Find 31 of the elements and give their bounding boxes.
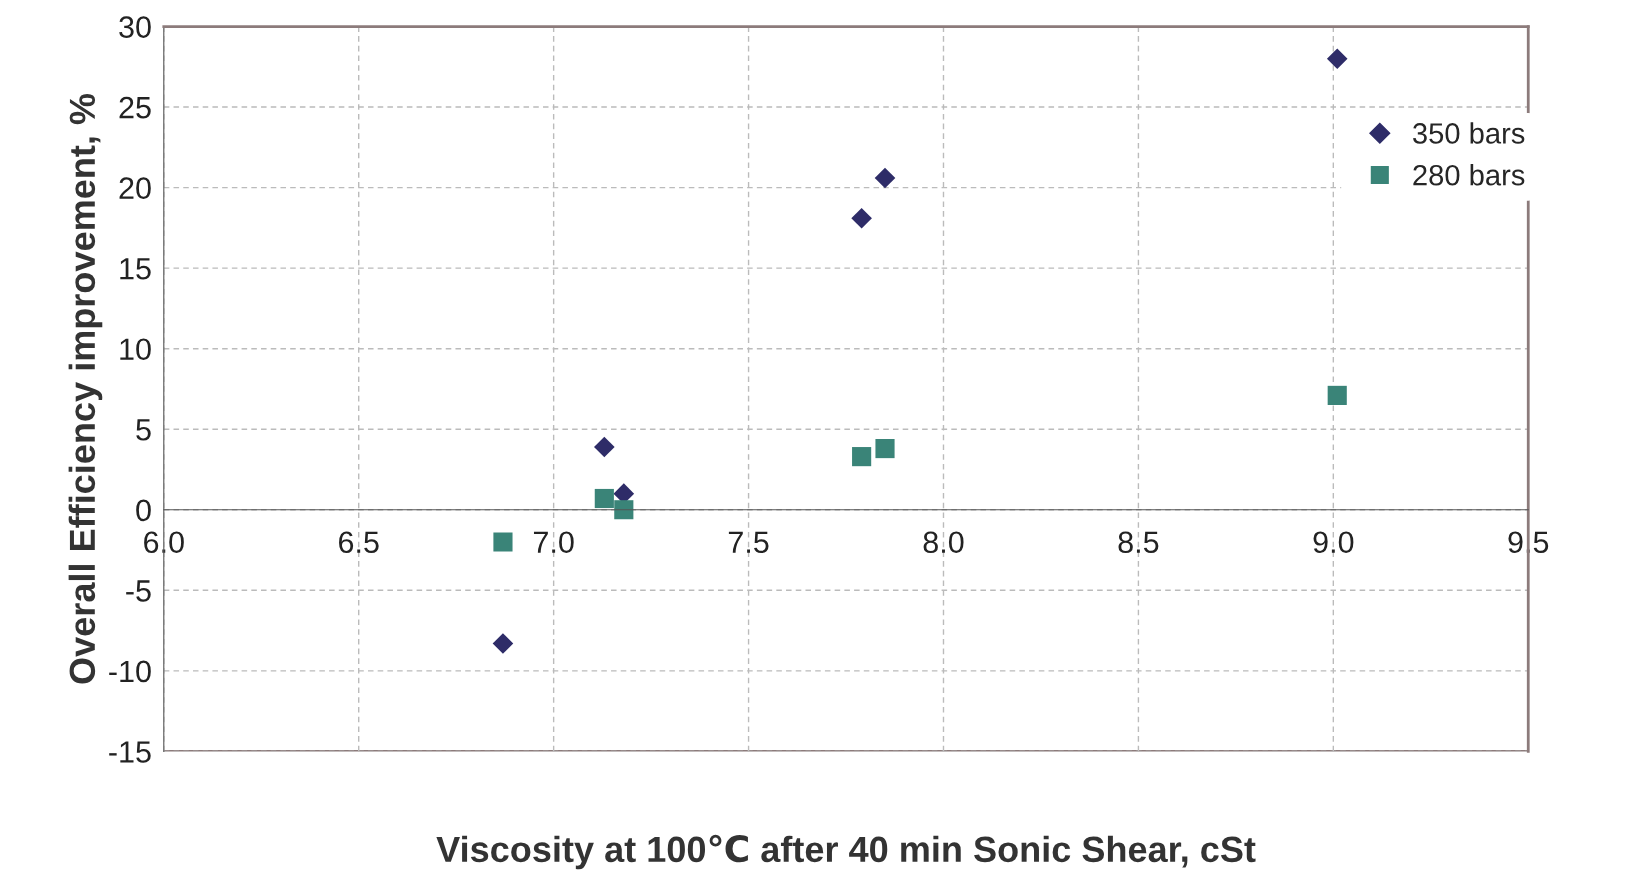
point	[1327, 385, 1347, 405]
x-tick-label: 7.5	[728, 531, 769, 554]
x-tick-label: 8.0	[923, 531, 964, 554]
point	[493, 532, 513, 552]
point	[594, 488, 614, 509]
point	[594, 436, 615, 458]
point	[851, 207, 872, 229]
legend-label: 280 bars	[1413, 164, 1525, 186]
y-tick-label: 15	[120, 258, 151, 280]
y-tick-label: 5	[136, 419, 151, 441]
y-tick-label: 25	[119, 96, 151, 119]
y-tick-label: -15	[109, 741, 151, 763]
point	[614, 500, 634, 520]
y-tick-label: 30	[119, 16, 151, 38]
point	[852, 447, 872, 467]
y-tick-label: 10	[120, 338, 151, 361]
y-tick-label: -5	[126, 580, 151, 602]
point	[492, 633, 514, 654]
x-axis-title: Viscosity at 100℃ after 40 min Sonic Shear, cSt	[436, 834, 1256, 870]
point	[875, 438, 895, 459]
point	[1326, 48, 1348, 70]
x-tick-label: 6.5	[339, 531, 379, 554]
x-tick-label: 7.0	[533, 531, 574, 554]
x-tick-label: 8.5	[1118, 531, 1159, 554]
point	[874, 167, 896, 189]
legend-label: 350 bars	[1413, 122, 1525, 144]
y-tick-label: 20	[119, 177, 151, 199]
y-tick-label: -10	[109, 660, 151, 683]
x-tick-label: 9.0	[1313, 531, 1354, 554]
y-tick-label: 0	[136, 499, 151, 522]
y-axis-title: Overall Efficiency improvement, %	[68, 93, 103, 684]
